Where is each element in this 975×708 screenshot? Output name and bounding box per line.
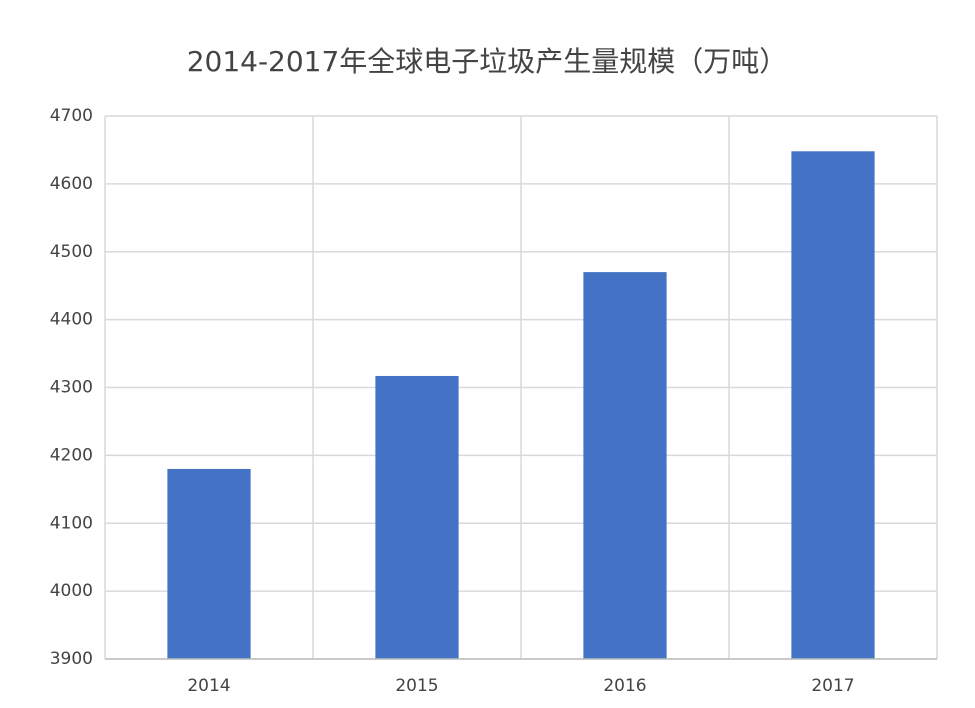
- x-tick-label: 2017: [811, 676, 854, 696]
- bar: [167, 468, 251, 659]
- y-tick-label: 4600: [50, 174, 93, 194]
- y-tick-label: 3900: [50, 649, 93, 669]
- bar: [375, 375, 459, 659]
- y-tick-label: 4000: [50, 581, 93, 601]
- y-tick-label: 4700: [50, 106, 93, 126]
- y-tick-label: 4100: [50, 513, 93, 533]
- y-tick-label: 4500: [50, 242, 93, 262]
- y-tick-label: 4200: [50, 445, 93, 465]
- x-tick-label: 2016: [603, 676, 646, 696]
- y-tick-label: 4300: [50, 378, 93, 398]
- x-tick-label: 2014: [187, 676, 230, 696]
- chart-title: 2014-2017年全球电子垃圾产生量规模（万吨）: [187, 45, 788, 78]
- bar: [791, 151, 875, 660]
- bar: [583, 272, 667, 659]
- x-tick-label: 2015: [395, 676, 438, 696]
- y-tick-label: 4400: [50, 310, 93, 330]
